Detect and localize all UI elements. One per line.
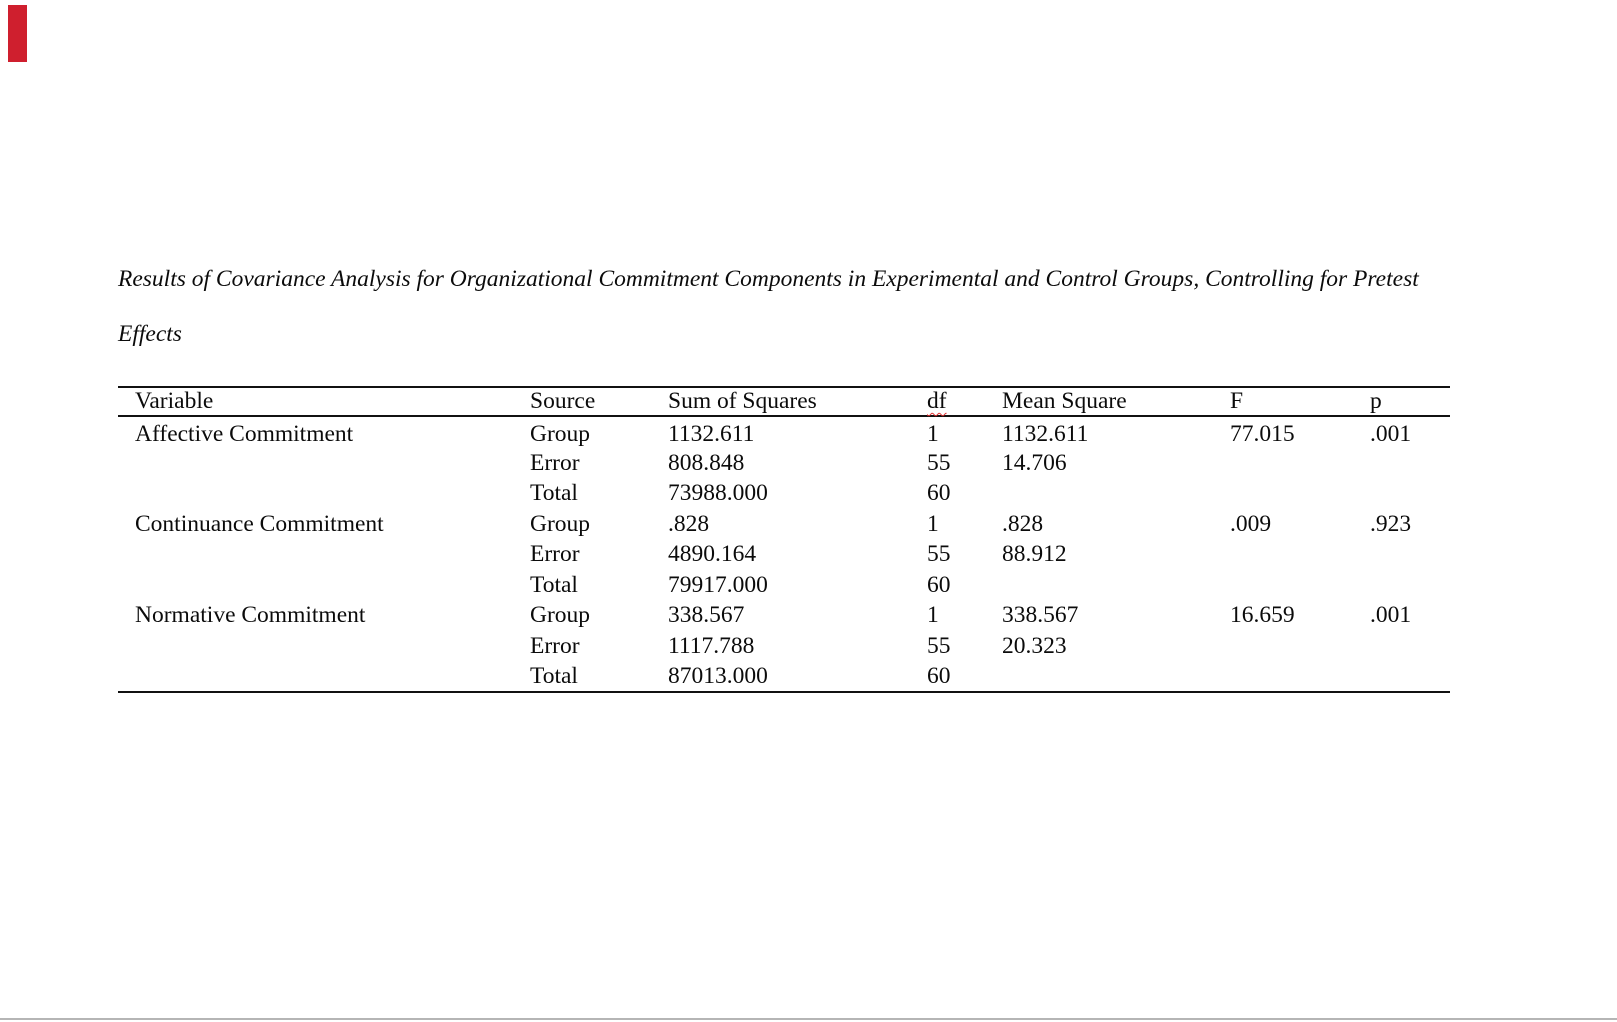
table-row: Error 1117.788 55 20.323 (118, 631, 1450, 662)
cell-source: Error (530, 449, 580, 476)
cell-sum-of-squares: 87013.000 (668, 662, 768, 689)
cell-source: Error (530, 632, 580, 659)
cell-f (1230, 631, 1370, 662)
cell-p (1370, 570, 1450, 601)
column-header-sum-of-squares: Sum of Squares (668, 387, 927, 417)
cell-df: 1 (927, 510, 939, 537)
cell-source: Error (530, 541, 580, 568)
cell-p: .001 (1370, 602, 1412, 629)
cell-mean-square: 20.323 (1002, 632, 1067, 659)
cell-sum-of-squares: 1117.788 (668, 632, 755, 659)
page-bottom-divider (0, 1018, 1617, 1020)
cell-source: Group (530, 510, 591, 537)
table-row: Affective Commitment Group 1132.611 1 1132.6… (118, 416, 1450, 448)
table-row: Normative Commitment Group 338.567 1 338.567… (118, 601, 1450, 632)
cell-f (1230, 540, 1370, 571)
cell-mean-square (1002, 570, 1230, 601)
table-row: Error 808.848 55 14.706 (118, 448, 1450, 479)
cell-p (1370, 540, 1450, 571)
table-header-row: Variable Source Sum of Squares df Mean S… (118, 387, 1450, 417)
column-header-df: df (927, 387, 1002, 417)
cell-df: 55 (927, 449, 951, 476)
cell-f (1230, 662, 1370, 693)
cell-source: Group (530, 602, 591, 629)
cell-p: .001 (1370, 421, 1412, 447)
column-header-mean-square: Mean Square (1002, 387, 1230, 417)
cell-mean-square: 14.706 (1002, 449, 1067, 476)
cell-df: 1 (927, 421, 939, 447)
cell-sum-of-squares: 73988.000 (668, 480, 768, 507)
cell-mean-square: .828 (1002, 510, 1044, 537)
cell-p (1370, 479, 1450, 510)
red-annotation-bar (8, 5, 27, 62)
cell-df: 1 (927, 602, 939, 629)
cell-mean-square: 338.567 (1002, 602, 1079, 629)
cell-sum-of-squares: .828 (668, 510, 710, 537)
column-header-p: p (1370, 387, 1450, 417)
cell-sum-of-squares: 4890.164 (668, 541, 757, 568)
table-title-line-2: Effects (118, 321, 182, 347)
table-title-line-1: Results of Covariance Analysis for Organ… (118, 266, 1419, 292)
cell-p (1370, 662, 1450, 693)
cell-sum-of-squares: 808.848 (668, 449, 745, 476)
table-row: Total 73988.000 60 (118, 479, 1450, 510)
cell-variable (118, 479, 530, 510)
cell-f (1230, 479, 1370, 510)
cell-df: 55 (927, 632, 951, 659)
df-spellcheck-underline: df (927, 388, 947, 414)
cell-mean-square: 88.912 (1002, 541, 1067, 568)
cell-variable (118, 570, 530, 601)
cell-f: 77.015 (1230, 421, 1295, 447)
cell-mean-square: 1132.611 (1002, 421, 1089, 447)
cell-f (1230, 448, 1370, 479)
cell-mean-square (1002, 479, 1230, 510)
cell-mean-square (1002, 662, 1230, 693)
cell-p: .923 (1370, 510, 1412, 537)
cell-variable (118, 662, 530, 693)
cell-sum-of-squares: 79917.000 (668, 571, 768, 598)
cell-sum-of-squares: 338.567 (668, 602, 745, 629)
cell-df: 60 (927, 571, 951, 598)
table-row: Continuance Commitment Group .828 1 .828 .009… (118, 509, 1450, 540)
column-header-variable: Variable (118, 387, 530, 417)
cell-source: Total (530, 571, 578, 598)
cell-variable: Continuance Commitment (135, 510, 384, 537)
cell-variable (118, 631, 530, 662)
cell-source: Total (530, 662, 578, 689)
ancova-results-table: Variable Source Sum of Squares df Mean S… (118, 386, 1450, 693)
table-body: Affective Commitment Group 1132.611 1 1132.6… (118, 416, 1450, 692)
column-header-source: Source (530, 387, 668, 417)
table-row: Total 79917.000 60 (118, 570, 1450, 601)
cell-df: 55 (927, 541, 951, 568)
column-header-f: F (1230, 387, 1370, 417)
cell-f (1230, 570, 1370, 601)
cell-variable: Normative Commitment (135, 602, 366, 629)
cell-df: 60 (927, 480, 951, 507)
cell-p (1370, 631, 1450, 662)
cell-f: 16.659 (1230, 602, 1295, 629)
cell-variable (118, 540, 530, 571)
cell-variable: Affective Commitment (135, 421, 354, 447)
table-row: Error 4890.164 55 88.912 (118, 540, 1450, 571)
cell-source: Total (530, 480, 578, 507)
cell-df: 60 (927, 662, 951, 689)
cell-source: Group (530, 421, 591, 447)
cell-f: .009 (1230, 510, 1272, 537)
table-row: Total 87013.000 60 (118, 662, 1450, 693)
cell-p (1370, 448, 1450, 479)
cell-sum-of-squares: 1132.611 (668, 421, 755, 447)
cell-variable (118, 448, 530, 479)
